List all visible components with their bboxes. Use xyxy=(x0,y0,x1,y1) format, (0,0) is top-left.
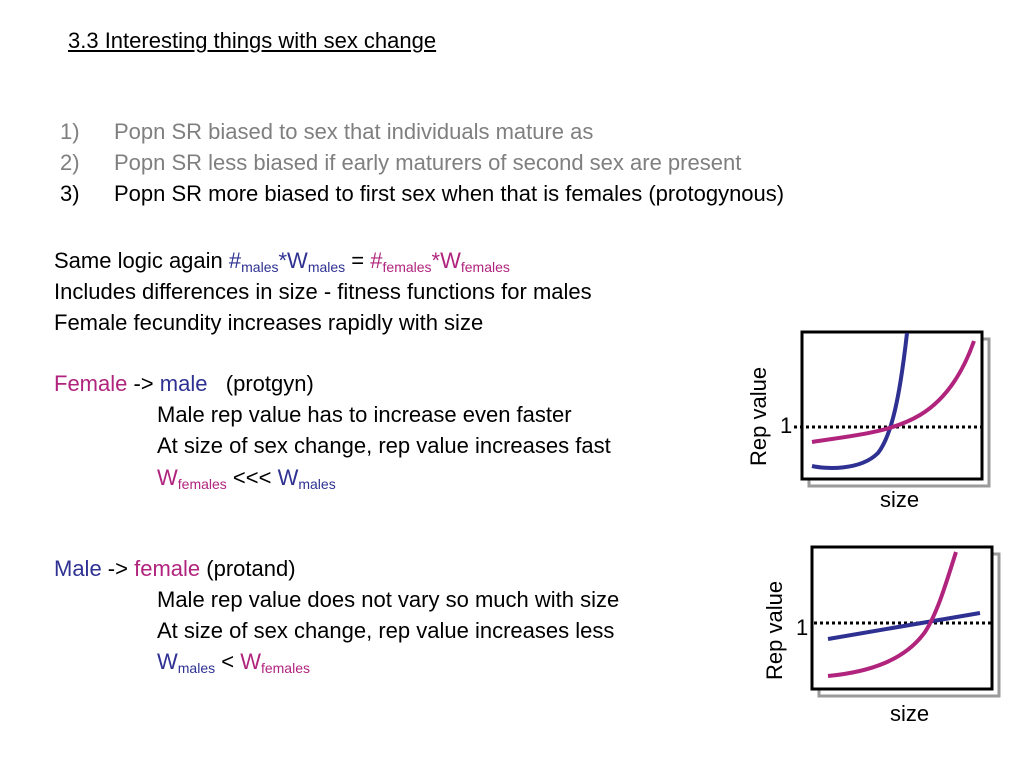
protandry-line-2: At size of sex change, rep value increas… xyxy=(157,618,615,643)
relation: < xyxy=(215,649,241,674)
y-axis-label: Rep value xyxy=(746,367,771,466)
w-females: W xyxy=(157,465,178,490)
sub-males: males xyxy=(298,476,336,492)
sub-males: males xyxy=(177,660,216,676)
logic-prefix: Same logic again xyxy=(54,248,229,273)
female-curve xyxy=(827,551,958,678)
list-number: 3) xyxy=(60,181,80,206)
x-axis-label: size xyxy=(890,701,929,726)
sub-males: males xyxy=(307,259,346,275)
logic-equation: Same logic again #males*Wmales = #female… xyxy=(54,248,510,274)
x-axis-label: size xyxy=(880,487,919,512)
protogyny-graph: 1 Rep value size xyxy=(746,330,991,512)
sub-females: females xyxy=(177,476,227,492)
protandry-graph: 1 Rep value size xyxy=(762,545,1001,726)
protogyny-heading: Female -> male (protgyn) xyxy=(54,371,314,397)
logic-line-3: Female fecundity increases rapidly with … xyxy=(54,310,484,335)
protandry-label: (protand) xyxy=(200,556,296,581)
logic-line-2: Includes differences in size - fitness f… xyxy=(54,279,592,304)
equals: = xyxy=(345,248,371,273)
list-text: Popn SR less biased if early maturers of… xyxy=(114,150,742,175)
list-number: 1) xyxy=(60,119,80,144)
w-females: W xyxy=(240,649,261,674)
protogyny-line-1: Male rep value has to increase even fast… xyxy=(157,402,572,427)
w-females: *W xyxy=(431,248,461,273)
arrow: -> xyxy=(101,556,135,581)
one-label: 1 xyxy=(780,413,792,438)
list-text: Popn SR biased to sex that individuals m… xyxy=(114,119,594,144)
male-curve xyxy=(827,611,981,641)
slide-title: 3.3 Interesting things with sex change xyxy=(68,28,437,53)
arrow: -> xyxy=(127,371,160,396)
female-word: female xyxy=(134,556,201,581)
sub-females: females xyxy=(260,660,310,676)
y-axis-label: Rep value xyxy=(762,581,787,680)
sub-females: females xyxy=(382,259,432,275)
protogyny-relation: Wfemales <<< Wmales xyxy=(157,465,336,491)
protandry-line-1: Male rep value does not vary so much wit… xyxy=(157,587,620,612)
sub-males: males xyxy=(241,259,279,275)
relation: <<< xyxy=(226,465,278,490)
hash-females: # xyxy=(370,248,383,273)
hash-males: # xyxy=(228,248,242,273)
female-curve xyxy=(811,340,976,444)
protogyny-line-2: At size of sex change, rep value increas… xyxy=(157,433,611,458)
female-word: Female xyxy=(54,371,128,396)
protandry-heading: Male -> female (protand) xyxy=(54,556,296,582)
sub-females: females xyxy=(460,259,510,275)
w-males: *W xyxy=(278,248,308,273)
protandry-relation: Wmales < Wfemales xyxy=(157,649,310,675)
list-number: 2) xyxy=(60,150,80,175)
male-word: male xyxy=(159,371,208,396)
graph-frame xyxy=(810,545,994,691)
w-males: W xyxy=(157,649,178,674)
w-males: W xyxy=(277,465,299,490)
one-label: 1 xyxy=(796,615,808,640)
graph-frame xyxy=(800,330,984,481)
male-word: Male xyxy=(54,556,102,581)
protogyny-label: (protgyn) xyxy=(207,371,314,396)
male-curve xyxy=(811,332,909,470)
list-text: Popn SR more biased to first sex when th… xyxy=(114,181,785,206)
